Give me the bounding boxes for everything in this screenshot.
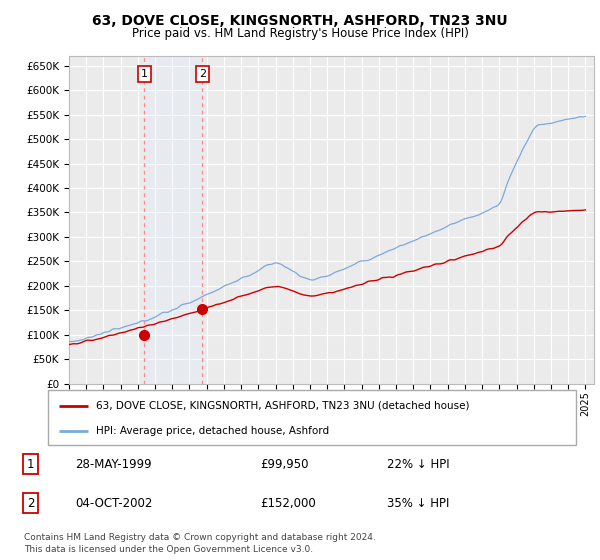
Bar [144,56,202,384]
Text: HPI: Average price, detached house, Ashford: HPI: Average price, detached house, Ashf… [95,427,329,436]
Text: 28-MAY-1999: 28-MAY-1999 [76,458,152,471]
Text: 22% ↓ HPI: 22% ↓ HPI [386,458,449,471]
Text: 1: 1 [141,69,148,79]
Text: 04-OCT-2002: 04-OCT-2002 [76,497,153,510]
Text: Price paid vs. HM Land Registry's House Price Index (HPI): Price paid vs. HM Land Registry's House … [131,27,469,40]
Text: 35% ↓ HPI: 35% ↓ HPI [386,497,449,510]
Text: £99,950: £99,950 [260,458,308,471]
Text: £152,000: £152,000 [260,497,316,510]
Text: 63, DOVE CLOSE, KINGSNORTH, ASHFORD, TN23 3NU: 63, DOVE CLOSE, KINGSNORTH, ASHFORD, TN2… [92,14,508,28]
Text: 2: 2 [27,497,34,510]
Text: 2: 2 [199,69,206,79]
Text: 1: 1 [27,458,34,471]
Text: Contains HM Land Registry data © Crown copyright and database right 2024.
This d: Contains HM Land Registry data © Crown c… [24,533,376,554]
Text: 63, DOVE CLOSE, KINGSNORTH, ASHFORD, TN23 3NU (detached house): 63, DOVE CLOSE, KINGSNORTH, ASHFORD, TN2… [95,401,469,410]
